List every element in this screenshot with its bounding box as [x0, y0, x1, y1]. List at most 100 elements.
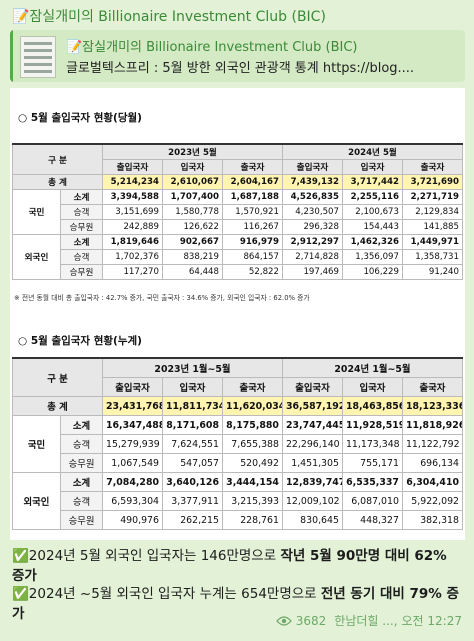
column-header: 입국자	[341, 377, 403, 397]
cell: 242,889	[102, 219, 163, 235]
note: ※ 전년 동월 대비 총 출입국자 : 42.7% 증가, 국민 출국자 : 3…	[14, 294, 310, 302]
data-row: 승무원 117,270 64,448 52,822 197,469 106,229 91,2…	[13, 264, 463, 280]
cell: 154,443	[342, 219, 403, 235]
cell: 2,604,167	[222, 174, 283, 190]
column-header: 출입국자	[282, 159, 343, 175]
cell: 12,009,102	[281, 491, 343, 511]
cell: 3,394,588	[102, 189, 163, 205]
cell: 5,214,234	[102, 174, 163, 190]
cell: 864,157	[222, 249, 283, 265]
cell: 902,667	[162, 234, 223, 250]
cell: 5,922,092	[401, 491, 464, 511]
row-label: 승무원	[59, 453, 104, 473]
table-image[interactable]: ○ 5월 출입국자 현황(당월) 구 분 2023년 5월 2024년 5월 출입국자 입…	[10, 88, 465, 540]
channel-title[interactable]: 📝잠실개미의 Billionaire Investment Club (BIC)	[12, 9, 326, 25]
cell: 18,463,856	[341, 396, 403, 416]
time: 오전 12:27	[401, 614, 462, 628]
cell: 448,327	[341, 510, 403, 530]
cell: 1,462,326	[342, 234, 403, 250]
data-row: 승객 1,702,376 838,219 864,157 2,714,828 1,356,…	[13, 249, 463, 265]
cell: 22,296,140	[281, 434, 343, 454]
column-header: 출국자	[222, 159, 283, 175]
cell: 6,304,410	[401, 472, 464, 492]
data-row: 국민 소계 16,347,488 8,171,608 8,175,880 23,747,4…	[12, 415, 464, 473]
period-header: 2023년 5월	[102, 143, 283, 160]
data-row: 국민 소계 3,394,588 1,707,400 1,687,188 4,526,835…	[12, 189, 463, 235]
cell: 696,134	[401, 453, 464, 473]
cell: 838,219	[162, 249, 223, 265]
cell: 4,526,835	[282, 189, 343, 205]
data-row: 승무원 490,976 262,215 228,761 830,645 448,327 38…	[13, 510, 464, 530]
row-label: 승무원	[60, 219, 103, 235]
row-label: 승무원	[60, 264, 103, 280]
data-row: 승객 3,151,699 1,580,778 1,570,921 4,230,507 2,…	[13, 204, 463, 220]
cell: 1,451,305	[281, 453, 343, 473]
message-text: ✅2024년 5월 외국인 입국자는 146만명으로 작년 5월 90만명 대비…	[12, 546, 462, 586]
link-preview[interactable]: 📝잠실개미의 Billionaire Investment Club (BIC)…	[10, 30, 465, 82]
bold-text: 작년 5월 90만명 대비 62% 증가	[12, 548, 447, 584]
group-label: 국민	[12, 189, 61, 235]
cell: 1,707,400	[162, 189, 223, 205]
preview-bar	[10, 30, 13, 82]
preview-thumbnail	[20, 36, 56, 78]
cell: 91,240	[402, 264, 463, 280]
corner-header: 구 분	[11, 357, 104, 397]
cell: 830,645	[281, 510, 343, 530]
data-row: 승무원 1,067,549 547,057 520,492 1,451,305 755,1…	[13, 453, 464, 473]
column-header: 출입국자	[102, 159, 163, 175]
cell: 8,175,880	[221, 415, 283, 435]
cell: 3,640,126	[162, 472, 223, 492]
cell: 755,171	[341, 453, 403, 473]
cell: 11,173,348	[341, 434, 403, 454]
header-row: 구 분 2023년 5월 2024년 5월	[12, 143, 463, 175]
cell: 6,087,010	[341, 491, 403, 511]
cell: 36,587,192	[281, 396, 343, 416]
cell: 23,747,445	[281, 415, 343, 435]
column-header: 입국자	[162, 159, 223, 175]
period-header: 2024년 1월~5월	[281, 357, 464, 378]
cell: 126,622	[162, 219, 223, 235]
row-label: 총 계	[11, 396, 104, 416]
data-row: 승무원 242,889 126,622 116,267 296,328 154,443 14…	[13, 219, 463, 235]
cell: 18,123,336	[401, 396, 464, 416]
column-header: 출국자	[402, 159, 463, 175]
cell: 52,822	[222, 264, 283, 280]
views: 3682	[295, 613, 327, 628]
cell: 4,230,507	[282, 204, 343, 220]
corner-header: 구 분	[12, 143, 103, 175]
column-header: 출국자	[401, 377, 464, 397]
data-row: 외국인 소계 7,084,280 3,640,126 3,444,154 12,839,7…	[12, 472, 464, 530]
cell: 1,687,188	[222, 189, 283, 205]
preview-title: 📝잠실개미의 Billionaire Investment Club (BIC)	[66, 40, 358, 55]
cell: 228,761	[221, 510, 283, 530]
row-label: 소계	[59, 472, 104, 492]
cell: 916,979	[222, 234, 283, 250]
column-header: 입국자	[162, 377, 223, 397]
cell: 382,318	[401, 510, 464, 530]
bold-text: 전년 동기 대비 79% 증가	[12, 586, 459, 622]
cell: 7,655,388	[221, 434, 283, 454]
cell: 547,057	[162, 453, 223, 473]
cell: 117,270	[102, 264, 163, 280]
cell: 3,215,393	[221, 491, 283, 511]
cell: 6,593,304	[102, 491, 163, 511]
data-row: 승객 15,279,939 7,624,551 7,655,388 22,296,140…	[13, 434, 464, 454]
cell: 1,358,731	[402, 249, 463, 265]
data-table: 구 분 2023년 1월~5월 2024년 1월~5월 출입국자 입국자 출국자 출입국자 입…	[11, 357, 464, 530]
text: ✅2024년 ~5월 외국인 입국자 누계는 654만명으로	[12, 586, 321, 602]
cell: 7,439,132	[282, 174, 343, 190]
cell: 2,714,828	[282, 249, 343, 265]
author: 한남더힐 ...,	[334, 614, 398, 628]
row-label: 총 계	[12, 174, 103, 190]
cell: 3,151,699	[102, 204, 163, 220]
cell: 197,469	[282, 264, 343, 280]
total-row: 총 계 5,214,234 2,610,067 2,604,167 7,439,132 3…	[12, 174, 463, 190]
cell: 2,100,673	[342, 204, 403, 220]
column-header: 출입국자	[102, 377, 163, 397]
cell: 6,535,337	[341, 472, 403, 492]
cell: 490,976	[102, 510, 163, 530]
total-row: 총 계 23,431,768 11,811,734 11,620,034 36,587,…	[11, 396, 464, 416]
cell: 11,122,792	[401, 434, 464, 454]
cell: 64,448	[162, 264, 223, 280]
